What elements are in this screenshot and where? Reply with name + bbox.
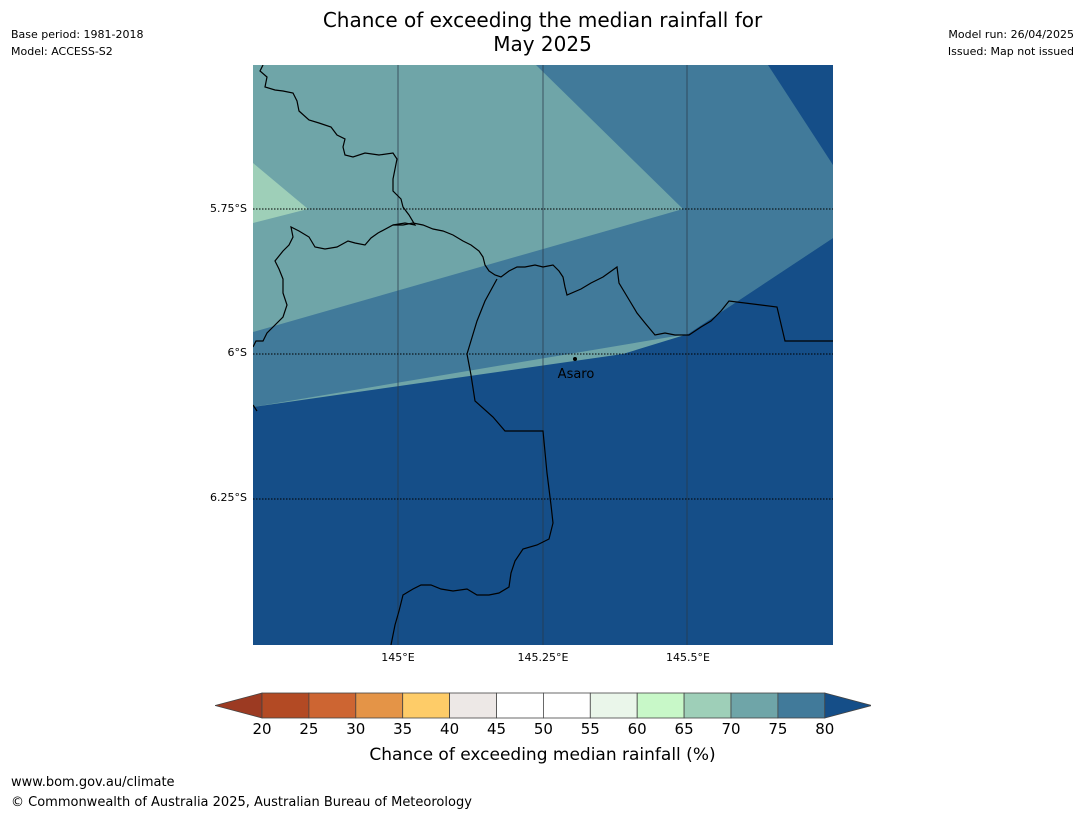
probability-band-80-plus — [768, 65, 833, 165]
colorbar-segment — [730, 692, 779, 719]
lat-tick-5-75: 5.75°S — [210, 202, 247, 215]
forecast-map: Asaro — [253, 65, 833, 645]
colorbar-segment — [261, 692, 310, 719]
colorbar-tick-label: 30 — [346, 720, 366, 738]
boundaries — [253, 65, 833, 645]
map-svg: Asaro — [253, 65, 833, 645]
colorbar-segment — [402, 692, 450, 719]
footer-copyright: © Commonwealth of Australia 2025, Austra… — [11, 795, 472, 810]
gridlines — [397, 65, 688, 645]
colorbar-segment — [542, 692, 591, 719]
colorbar-tick-label: 50 — [533, 720, 553, 738]
colorbar-segment — [308, 692, 357, 719]
title-line-2: May 2025 — [493, 32, 592, 56]
base-period: Base period: 1981-2018 — [11, 28, 144, 41]
colorbar-extend-low — [213, 692, 263, 719]
colorbar-segment — [683, 692, 732, 719]
model-run: Model run: 26/04/2025 — [948, 28, 1074, 41]
lon-tick-145: 145°E — [381, 651, 415, 664]
colorbar-tick-label: 40 — [440, 720, 460, 738]
colorbar-segment — [636, 692, 685, 719]
asaro-marker — [573, 357, 577, 361]
colorbar-label: Chance of exceeding median rainfall (%) — [369, 745, 716, 765]
colorbar-svg — [213, 692, 874, 719]
colorbar-tick-label: 55 — [580, 720, 600, 738]
lon-tick-145-5: 145.5°E — [666, 651, 710, 664]
colorbar-tick-label: 70 — [721, 720, 741, 738]
province-boundary-west — [253, 404, 258, 412]
meta-left: Base period: 1981-2018 Model: ACCESS-S2 — [11, 26, 143, 60]
province-boundary-south — [390, 278, 554, 645]
colorbar-segment — [355, 692, 404, 719]
parallels — [253, 208, 833, 500]
lat-tick-6: 6°S — [227, 346, 247, 359]
colorbar-tick-label: 75 — [768, 720, 788, 738]
colorbar-tick-label: 25 — [299, 720, 319, 738]
colorbar-tick-label: 60 — [627, 720, 647, 738]
model-name: Model: ACCESS-S2 — [11, 45, 113, 58]
colorbar-tick-label: 35 — [393, 720, 413, 738]
meta-right: Model run: 26/04/2025 Issued: Map not is… — [948, 26, 1074, 60]
issued-status: Issued: Map not issued — [947, 45, 1074, 58]
probability-band-65-70 — [253, 163, 308, 223]
province-boundary-mid — [393, 222, 833, 342]
footer-url: www.bom.gov.au/climate — [11, 775, 175, 790]
colorbar-tick-label: 20 — [252, 720, 272, 738]
colorbar-tick-label: 45 — [486, 720, 507, 738]
colorbar — [213, 692, 874, 726]
title-line-1: Chance of exceeding the median rainfall … — [322, 8, 763, 32]
colorbar-extend-high — [824, 692, 874, 719]
asaro-label: Asaro — [558, 367, 595, 382]
colorbar-segment — [589, 692, 638, 719]
colorbar-segment — [496, 692, 544, 719]
colorbar-segment — [777, 692, 826, 719]
province-boundary-north — [253, 65, 417, 348]
lat-tick-6-25: 6.25°S — [210, 491, 247, 504]
colorbar-tick-label: 65 — [674, 720, 694, 738]
map-title: Chance of exceeding the median rainfall … — [0, 8, 1085, 56]
lon-tick-145-25: 145.25°E — [517, 651, 569, 664]
colorbar-tick-label: 80 — [815, 720, 835, 738]
colorbar-segment — [449, 692, 497, 719]
